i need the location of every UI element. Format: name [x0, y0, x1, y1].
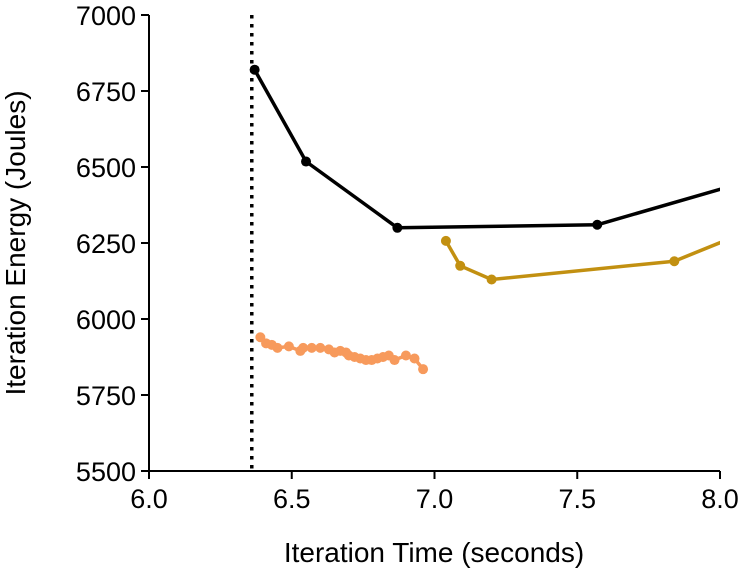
x-tick-label: 6.0 — [130, 484, 168, 514]
series-black-point — [249, 64, 260, 75]
series-orange-point — [315, 342, 326, 353]
y-tick-label: 6500 — [76, 153, 136, 183]
series-orange-point — [409, 353, 420, 364]
y-tick-label: 7000 — [76, 1, 136, 31]
series-orange-point — [306, 342, 317, 353]
series-gold-line — [444, 240, 720, 282]
series-orange-point — [272, 342, 283, 353]
series-black-point — [392, 222, 403, 233]
x-tick-label: 7.5 — [558, 484, 596, 514]
y-tick-label: 6750 — [76, 77, 136, 107]
y-tick-label: 5750 — [76, 381, 136, 411]
series-black-point — [592, 219, 603, 230]
series-black-point — [729, 180, 739, 190]
series-gold-point — [729, 232, 739, 242]
series-black-line — [253, 68, 720, 230]
y-tick-label: 6000 — [76, 305, 136, 335]
series-orange-point — [283, 341, 294, 352]
y-axis-label: Iteration Energy (Joules) — [0, 90, 31, 395]
series-gold-point — [455, 260, 466, 271]
series-gold-point — [669, 256, 680, 267]
series-gold-point — [486, 274, 497, 285]
y-tick-label: 6250 — [76, 229, 136, 259]
x-tick-label: 6.5 — [273, 484, 311, 514]
series-orange-point — [389, 355, 400, 366]
x-tick-label: 8.0 — [701, 484, 739, 514]
series-orange-point — [418, 364, 429, 375]
y-tick-label: 5500 — [76, 457, 136, 487]
series-black-point — [301, 156, 312, 167]
series-gold-point — [440, 235, 451, 246]
series-orange-point — [298, 342, 309, 353]
x-tick-label: 7.0 — [416, 484, 454, 514]
series-orange-point — [400, 350, 411, 361]
x-axis-label: Iteration Time (seconds) — [284, 537, 584, 568]
